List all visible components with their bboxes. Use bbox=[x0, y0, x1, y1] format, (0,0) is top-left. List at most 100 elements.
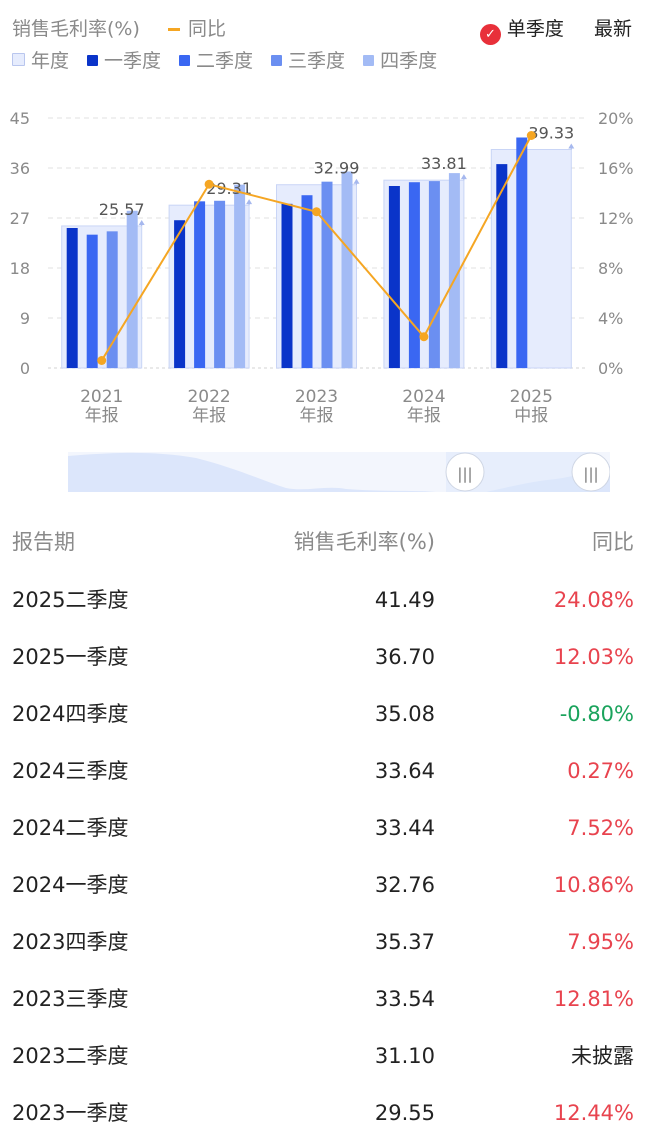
row-value: 32.76 bbox=[374, 873, 435, 897]
x-tick-period: 年报 bbox=[192, 406, 226, 426]
bar-2q bbox=[301, 195, 313, 368]
annual-value-label: 39.33 bbox=[528, 124, 574, 143]
table-row[interactable]: 2024一季度 32.76 10.86% bbox=[0, 857, 660, 914]
yoy-label: 同比 bbox=[187, 18, 226, 40]
annual-marker-icon bbox=[353, 178, 360, 184]
row-period: 2024四季度 bbox=[12, 702, 129, 726]
header-value: 销售毛利率(%) bbox=[293, 530, 435, 554]
grip-icon: ||| bbox=[583, 465, 598, 483]
bar-1q bbox=[496, 164, 508, 368]
x-tick-period: 中报 bbox=[514, 406, 548, 426]
legend-swatch bbox=[179, 55, 191, 66]
row-value: 33.64 bbox=[374, 759, 435, 783]
series-legend: 年度 一季度 二季度 三季度 四季度 bbox=[12, 46, 455, 73]
row-period: 2023四季度 bbox=[12, 930, 129, 954]
x-tick-year: 2022 bbox=[187, 387, 230, 407]
bar-3q bbox=[214, 200, 226, 368]
row-period: 2024一季度 bbox=[12, 873, 129, 897]
row-yoy: 7.52% bbox=[567, 816, 634, 840]
bar-2q bbox=[408, 182, 420, 368]
range-slider[interactable]: ||| ||| bbox=[56, 452, 610, 492]
bar-2q bbox=[516, 137, 528, 368]
annual-marker-icon bbox=[568, 143, 575, 149]
row-yoy: 10.86% bbox=[553, 873, 634, 897]
row-yoy: 7.95% bbox=[567, 930, 634, 954]
data-table: 报告期 销售毛利率(%) 同比 2025二季度 41.49 24.08% 2025一季… bbox=[0, 512, 660, 1142]
row-period: 2024三季度 bbox=[12, 759, 129, 783]
y-tick-left: 27 bbox=[10, 209, 30, 228]
y-tick-left: 45 bbox=[10, 109, 30, 128]
table-row[interactable]: 2024二季度 33.44 7.52% bbox=[0, 800, 660, 857]
row-period: 2024二季度 bbox=[12, 816, 129, 840]
header-period: 报告期 bbox=[12, 530, 75, 554]
legend-swatch bbox=[12, 53, 25, 66]
row-period: 2025二季度 bbox=[12, 588, 129, 612]
row-yoy: 12.81% bbox=[553, 987, 634, 1011]
bar-4q bbox=[341, 171, 353, 368]
bar-1q bbox=[174, 220, 186, 368]
row-yoy: 0.27% bbox=[567, 759, 634, 783]
legend-item[interactable]: 一季度 bbox=[87, 46, 161, 73]
slider-handle-right[interactable] bbox=[571, 452, 610, 492]
legend-item[interactable]: 年度 bbox=[12, 46, 69, 73]
single-quarter-toggle[interactable]: 单季度 bbox=[506, 18, 564, 40]
slider-handle-left[interactable] bbox=[445, 452, 485, 492]
row-yoy: 未披露 bbox=[571, 1044, 634, 1068]
table-row[interactable]: 2025二季度 41.49 24.08% bbox=[0, 572, 660, 629]
bar-1q bbox=[66, 228, 78, 368]
check-icon[interactable]: ✓ bbox=[479, 24, 501, 45]
x-tick-period: 年报 bbox=[85, 406, 119, 426]
bar-4q bbox=[448, 173, 460, 368]
row-period: 2023二季度 bbox=[12, 1044, 129, 1068]
legend-item[interactable]: 二季度 bbox=[179, 46, 253, 73]
x-tick-year: 2025 bbox=[510, 387, 553, 407]
row-period: 2023三季度 bbox=[12, 987, 129, 1011]
bar-4q bbox=[234, 184, 246, 368]
yoy-point bbox=[204, 179, 214, 189]
annual-value-label: 33.81 bbox=[421, 154, 467, 173]
annual-marker-icon bbox=[246, 199, 253, 205]
table-row[interactable]: 2023三季度 33.54 12.81% bbox=[0, 971, 660, 1028]
row-yoy: 24.08% bbox=[553, 588, 634, 612]
grip-icon: ||| bbox=[457, 465, 472, 483]
slider-overview bbox=[68, 452, 436, 492]
row-value: 33.54 bbox=[374, 987, 435, 1011]
y-tick-right: 0% bbox=[598, 359, 623, 378]
x-tick-year: 2024 bbox=[402, 387, 445, 407]
y-tick-left: 9 bbox=[20, 309, 30, 328]
table-header: 报告期 销售毛利率(%) 同比 bbox=[0, 512, 660, 572]
y-tick-left: 36 bbox=[10, 159, 30, 178]
row-period: 2025一季度 bbox=[12, 645, 129, 669]
legend-item[interactable]: 四季度 bbox=[363, 46, 437, 73]
legend-item[interactable]: 三季度 bbox=[271, 46, 345, 73]
latest-button[interactable]: 最新 bbox=[593, 18, 632, 40]
row-value: 35.08 bbox=[374, 702, 435, 726]
table-row[interactable]: 2023二季度 31.10 未披露 bbox=[0, 1028, 660, 1085]
annual-marker-icon bbox=[138, 219, 145, 225]
bar-2q bbox=[86, 234, 98, 368]
annual-value-label: 25.57 bbox=[99, 200, 145, 219]
table-row[interactable]: 2023四季度 35.37 7.95% bbox=[0, 914, 660, 971]
y-tick-right: 12% bbox=[598, 209, 634, 228]
y-tick-right: 16% bbox=[598, 159, 634, 178]
table-row[interactable]: 2024三季度 33.64 0.27% bbox=[0, 743, 660, 800]
x-tick-year: 2023 bbox=[295, 387, 338, 407]
y-tick-left: 0 bbox=[20, 359, 30, 378]
annual-marker-icon bbox=[460, 174, 467, 180]
legend-label: 一季度 bbox=[104, 50, 162, 72]
bar-3q bbox=[321, 181, 333, 368]
annual-value-label: 32.99 bbox=[314, 159, 360, 178]
y-tick-right: 20% bbox=[598, 109, 634, 128]
table-row[interactable]: 2024四季度 35.08 -0.80% bbox=[0, 686, 660, 743]
row-yoy: 12.03% bbox=[553, 645, 634, 669]
row-value: 31.10 bbox=[374, 1044, 435, 1068]
y-tick-right: 8% bbox=[598, 259, 623, 278]
y-tick-left: 18 bbox=[10, 259, 30, 278]
table-row[interactable]: 2025一季度 36.70 12.03% bbox=[0, 629, 660, 686]
bar-2q bbox=[194, 201, 206, 368]
x-tick-period: 年报 bbox=[407, 406, 441, 426]
chart: 0 0%9 4%18 8%27 12%36 16%45 20%25.572021年报29.3… bbox=[10, 109, 634, 426]
x-tick-year: 2021 bbox=[80, 387, 123, 407]
chart-header: 销售毛利率(%) 同比 ✓ 单季度 最新 bbox=[12, 14, 632, 45]
legend-label: 三季度 bbox=[288, 50, 346, 72]
